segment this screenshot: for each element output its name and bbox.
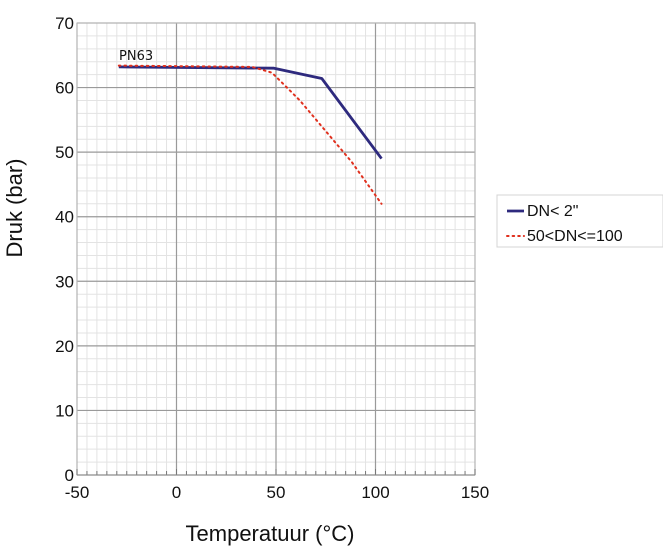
pn63-annotation: PN63 bbox=[119, 49, 153, 64]
x-axis-title: Temperatuur (°C) bbox=[186, 521, 355, 546]
y-tick-label: 40 bbox=[55, 208, 74, 227]
x-tick-label: 0 bbox=[172, 483, 181, 502]
y-tick-label: 70 bbox=[55, 14, 74, 33]
x-minor-ticks bbox=[76, 469, 476, 475]
series-line-solid bbox=[118, 65, 383, 160]
legend-frame bbox=[496, 194, 663, 248]
y-tick-labels: 0 10 20 30 40 50 60 70 bbox=[55, 14, 74, 485]
y-tick-label: 20 bbox=[55, 337, 74, 356]
series-layer bbox=[117, 64, 383, 205]
series-line-dotted bbox=[117, 64, 383, 205]
y-tick-label: 30 bbox=[55, 272, 74, 291]
legend-label: DN< 2" bbox=[527, 203, 578, 220]
x-tick-label: 150 bbox=[461, 483, 489, 502]
x-tick-label: 50 bbox=[267, 483, 286, 502]
x-tick-label: -50 bbox=[65, 483, 90, 502]
legend: DN< 2" 50<DN<=100 bbox=[496, 194, 663, 248]
y-tick-label: 10 bbox=[55, 401, 74, 420]
legend-label: 50<DN<=100 bbox=[527, 228, 623, 245]
y-tick-label: 50 bbox=[55, 143, 74, 162]
x-tick-label: 100 bbox=[361, 483, 389, 502]
y-tick-label: 0 bbox=[65, 466, 74, 485]
minor-grid bbox=[77, 23, 475, 475]
y-tick-label: 60 bbox=[55, 79, 74, 98]
x-tick-labels: -50 0 50 100 150 bbox=[65, 483, 489, 502]
y-axis-title: Druk (bar) bbox=[2, 158, 27, 257]
